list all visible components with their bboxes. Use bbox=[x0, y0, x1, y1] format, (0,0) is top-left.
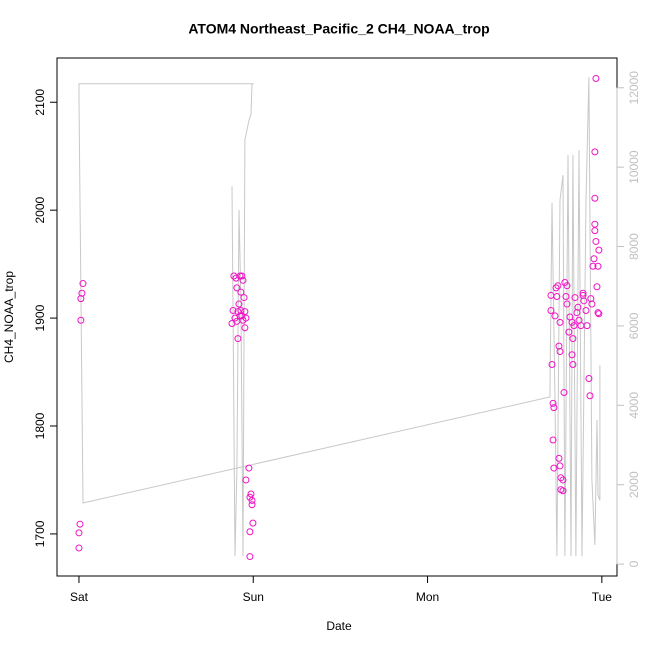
point bbox=[588, 300, 596, 308]
chart-title: ATOM4 Northeast_Pacific_2 CH4_NOAA_trop bbox=[188, 21, 489, 37]
point bbox=[594, 262, 602, 270]
x-tick-label: Tue bbox=[592, 590, 613, 604]
point bbox=[247, 490, 255, 498]
y2-tick-label: 12000 bbox=[627, 71, 641, 105]
point bbox=[549, 436, 557, 444]
point bbox=[237, 288, 245, 296]
point bbox=[565, 328, 573, 336]
point bbox=[240, 294, 248, 302]
y2-tick-label: 2000 bbox=[627, 471, 641, 498]
y-tick-label: 2100 bbox=[33, 89, 47, 116]
point bbox=[579, 291, 587, 299]
point bbox=[560, 389, 568, 397]
point bbox=[559, 487, 567, 495]
point bbox=[589, 262, 597, 270]
point bbox=[234, 335, 242, 343]
point bbox=[592, 75, 600, 83]
point bbox=[235, 300, 243, 308]
point bbox=[549, 399, 557, 407]
point bbox=[556, 348, 564, 356]
point bbox=[246, 528, 254, 536]
point bbox=[238, 312, 246, 320]
point bbox=[586, 392, 594, 400]
point bbox=[239, 276, 247, 284]
point bbox=[75, 544, 83, 552]
point bbox=[580, 297, 588, 305]
point bbox=[557, 474, 565, 482]
line-series bbox=[78, 77, 601, 557]
y2-tick-label: 0 bbox=[627, 560, 641, 567]
point bbox=[579, 289, 587, 297]
point bbox=[555, 454, 563, 462]
x-axis-label: Date bbox=[326, 619, 352, 633]
point bbox=[553, 292, 561, 300]
x-tick-label: Sun bbox=[243, 590, 264, 604]
point bbox=[550, 404, 558, 412]
point bbox=[245, 464, 253, 472]
y2-tick-label: 4000 bbox=[627, 392, 641, 419]
point bbox=[563, 282, 571, 290]
point bbox=[234, 308, 242, 316]
point bbox=[569, 335, 577, 343]
point bbox=[248, 501, 256, 509]
point bbox=[585, 375, 593, 383]
x-tick-label: Mon bbox=[416, 590, 439, 604]
y-axis-label: CH4_NOAA_trop bbox=[2, 271, 16, 363]
y-tick-label: 1800 bbox=[33, 412, 47, 439]
point bbox=[570, 322, 578, 330]
y2-tick-label: 10000 bbox=[627, 150, 641, 184]
point bbox=[569, 360, 577, 368]
point bbox=[552, 284, 560, 292]
point bbox=[242, 476, 250, 484]
point bbox=[595, 246, 603, 254]
point bbox=[571, 294, 579, 302]
point bbox=[592, 237, 600, 245]
point bbox=[559, 476, 567, 484]
point bbox=[591, 194, 599, 202]
point bbox=[563, 300, 571, 308]
point bbox=[568, 351, 576, 359]
point bbox=[551, 312, 559, 320]
point bbox=[79, 280, 87, 288]
point bbox=[77, 316, 85, 324]
point bbox=[562, 292, 570, 300]
point bbox=[229, 307, 237, 315]
point bbox=[248, 496, 256, 504]
x-tick-label: Sat bbox=[70, 590, 89, 604]
point bbox=[246, 553, 254, 561]
point bbox=[249, 519, 257, 527]
y-tick-label: 1900 bbox=[33, 304, 47, 331]
point bbox=[582, 307, 590, 315]
point bbox=[232, 274, 240, 282]
point bbox=[554, 282, 562, 290]
point bbox=[583, 322, 591, 330]
point bbox=[590, 255, 598, 263]
point bbox=[77, 295, 85, 303]
y-tick-label: 2000 bbox=[33, 196, 47, 223]
point bbox=[593, 283, 601, 291]
point bbox=[242, 314, 250, 322]
point bbox=[238, 272, 246, 280]
point bbox=[547, 307, 555, 315]
point bbox=[550, 464, 558, 472]
point bbox=[594, 309, 602, 317]
y2-tick-label: 6000 bbox=[627, 312, 641, 339]
point bbox=[574, 303, 582, 311]
point bbox=[75, 529, 83, 537]
point bbox=[241, 324, 249, 332]
point bbox=[76, 520, 84, 528]
point bbox=[595, 310, 603, 318]
point bbox=[556, 462, 564, 470]
point bbox=[233, 284, 241, 292]
point bbox=[591, 148, 599, 156]
y2-tick-label: 8000 bbox=[627, 233, 641, 260]
point bbox=[556, 318, 564, 326]
y-tick-label: 1700 bbox=[33, 520, 47, 547]
point bbox=[591, 220, 599, 228]
point bbox=[548, 360, 556, 368]
